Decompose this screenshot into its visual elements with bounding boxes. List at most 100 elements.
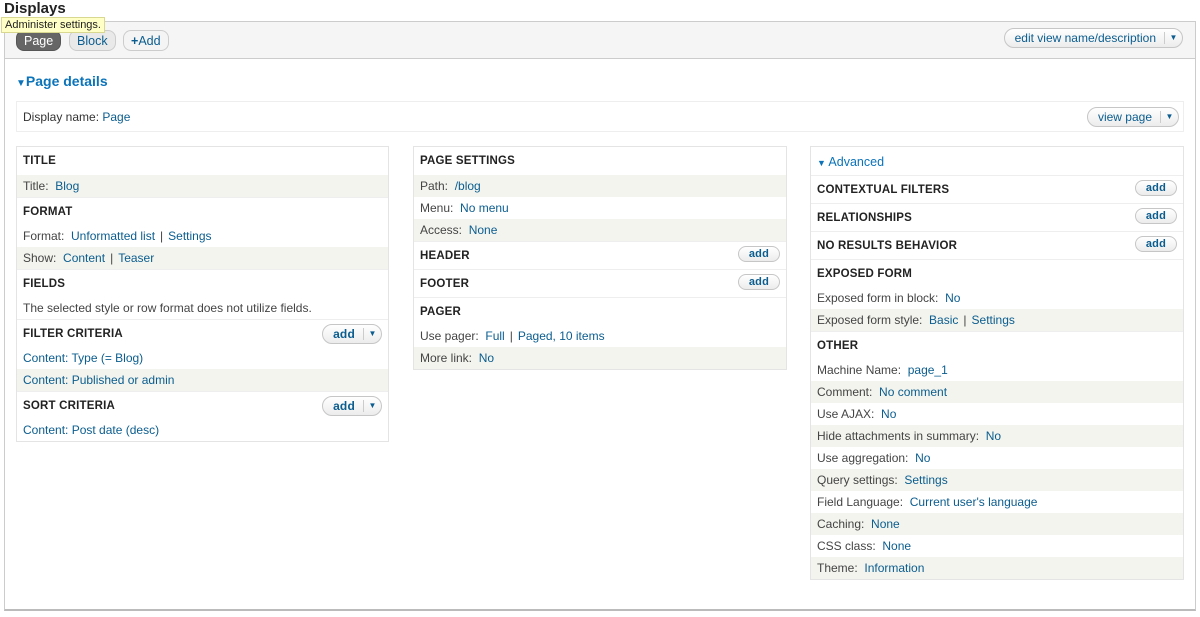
setting-row: Content: Published or admin bbox=[17, 369, 388, 391]
setting-link[interactable]: Full bbox=[485, 329, 505, 343]
setting-link[interactable]: Current user's language bbox=[909, 495, 1038, 509]
section-page-settings: PAGE SETTINGS bbox=[414, 147, 786, 175]
setting-row: Menu: No menu bbox=[414, 197, 786, 219]
setting-link[interactable]: None bbox=[882, 539, 912, 553]
setting-label: Exposed form style: bbox=[817, 313, 923, 327]
section-title: TITLE bbox=[17, 147, 388, 175]
setting-label: Field Language: bbox=[817, 495, 904, 509]
section-title: HEADER bbox=[420, 250, 470, 262]
setting-row: Content: Type (= Blog) bbox=[17, 347, 388, 369]
view-edit-container: Page Block +Add edit view name/descripti… bbox=[4, 21, 1196, 611]
setting-link[interactable]: Unformatted list bbox=[71, 229, 156, 243]
setting-link[interactable]: Information bbox=[864, 561, 925, 575]
setting-link[interactable]: Settings bbox=[904, 473, 948, 487]
advanced-toggle[interactable]: ▼ Advanced bbox=[817, 155, 885, 169]
setting-label: More link: bbox=[420, 351, 473, 365]
display-name-row: Display name: Page view page ▼ bbox=[16, 101, 1184, 132]
section-relationships: RELATIONSHIPS add bbox=[811, 203, 1183, 231]
setting-label: Machine Name: bbox=[817, 363, 902, 377]
setting-row: Use aggregation: No bbox=[811, 447, 1183, 469]
view-page-button[interactable]: view page ▼ bbox=[1086, 107, 1179, 127]
setting-link[interactable]: Teaser bbox=[118, 251, 155, 265]
setting-link[interactable]: /blog bbox=[454, 179, 481, 193]
section-title: CONTEXTUAL FILTERS bbox=[817, 184, 950, 196]
setting-link[interactable]: page_1 bbox=[907, 363, 948, 377]
add-sort-criteria-button[interactable]: add ▼ bbox=[322, 396, 382, 416]
setting-link[interactable]: No menu bbox=[460, 201, 509, 215]
setting-label: Query settings: bbox=[817, 473, 898, 487]
setting-link[interactable]: No bbox=[985, 429, 1002, 443]
setting-link[interactable]: Content: Type (= Blog) bbox=[23, 351, 144, 365]
setting-label: Menu: bbox=[420, 201, 454, 215]
chevron-down-icon[interactable]: ▼ bbox=[363, 328, 381, 340]
setting-label: The selected style or row format does no… bbox=[23, 301, 312, 315]
setting-row: Content: Post date (desc) bbox=[17, 419, 388, 441]
setting-link[interactable]: Content bbox=[63, 251, 106, 265]
section-title: TITLE bbox=[23, 155, 56, 167]
setting-link[interactable]: Blog bbox=[55, 179, 80, 193]
add-display-button[interactable]: +Add bbox=[123, 30, 169, 51]
add-header-button[interactable]: add bbox=[737, 246, 780, 262]
setting-label: Theme: bbox=[817, 561, 858, 575]
add-label: add bbox=[1145, 210, 1166, 222]
display-name-link[interactable]: Page bbox=[102, 110, 131, 124]
add-filter-criteria-button[interactable]: add ▼ bbox=[322, 324, 382, 344]
add-relationships-button[interactable]: add bbox=[1134, 208, 1177, 224]
tooltip: Administer settings. bbox=[1, 17, 105, 33]
setting-link[interactable]: No comment bbox=[879, 385, 948, 399]
setting-link[interactable]: No bbox=[881, 407, 897, 421]
separator: | bbox=[963, 313, 967, 327]
section-title: FORMAT bbox=[23, 206, 73, 218]
setting-label: Path: bbox=[420, 179, 449, 193]
setting-label: Hide attachments in summary: bbox=[817, 429, 980, 443]
add-footer-button[interactable]: add bbox=[737, 274, 780, 290]
setting-row: Title: Blog bbox=[17, 175, 388, 197]
section-title: NO RESULTS BEHAVIOR bbox=[817, 240, 958, 252]
setting-row: Query settings: Settings bbox=[811, 469, 1183, 491]
setting-link[interactable]: No bbox=[915, 451, 931, 465]
setting-row: Hide attachments in summary: No bbox=[811, 425, 1183, 447]
section-title: PAGE SETTINGS bbox=[420, 155, 516, 167]
setting-link[interactable]: Basic bbox=[929, 313, 959, 327]
setting-row: Machine Name: page_1 bbox=[811, 359, 1183, 381]
edit-view-button[interactable]: edit view name/description ▼ bbox=[1003, 28, 1183, 48]
setting-label: Title: bbox=[23, 179, 49, 193]
chevron-down-icon[interactable]: ▼ bbox=[1164, 32, 1182, 44]
section-format: FORMAT bbox=[17, 197, 388, 225]
setting-label: Use aggregation: bbox=[817, 451, 909, 465]
section-other: OTHER bbox=[811, 331, 1183, 359]
plus-icon: + bbox=[131, 34, 139, 48]
tab-page[interactable]: Page bbox=[16, 30, 62, 51]
setting-row: More link: No bbox=[414, 347, 786, 369]
chevron-down-icon[interactable]: ▼ bbox=[363, 400, 381, 412]
setting-row: Field Language: Current user's language bbox=[811, 491, 1183, 513]
setting-link[interactable]: None bbox=[871, 517, 900, 531]
setting-row: Comment: No comment bbox=[811, 381, 1183, 403]
setting-link[interactable]: No bbox=[945, 291, 961, 305]
section-title: PAGER bbox=[420, 306, 462, 318]
setting-row: Path: /blog bbox=[414, 175, 786, 197]
add-label: add bbox=[748, 276, 769, 288]
tab-block[interactable]: Block bbox=[69, 30, 116, 51]
add-contextual-filters-button[interactable]: add bbox=[1134, 180, 1177, 196]
chevron-down-icon[interactable]: ▼ bbox=[1160, 111, 1178, 123]
section-title: EXPOSED FORM bbox=[817, 268, 913, 280]
section-title: FOOTER bbox=[420, 278, 470, 290]
setting-link[interactable]: Settings bbox=[971, 313, 1015, 327]
setting-link[interactable]: None bbox=[468, 223, 498, 237]
setting-link[interactable]: Paged, 10 items bbox=[517, 329, 605, 343]
setting-link[interactable]: No bbox=[478, 351, 495, 365]
setting-label: Caching: bbox=[817, 517, 865, 531]
setting-link[interactable]: Content: Post date (desc) bbox=[23, 423, 160, 437]
setting-label: Show: bbox=[23, 251, 57, 265]
section-title: RELATIONSHIPS bbox=[817, 212, 913, 224]
section-header: HEADER add bbox=[414, 241, 786, 269]
add-label: add bbox=[1145, 182, 1166, 194]
section-title: FILTER CRITERIA bbox=[23, 328, 123, 340]
setting-link[interactable]: Settings bbox=[168, 229, 212, 243]
page-details-toggle[interactable]: ▼Page details bbox=[16, 73, 108, 89]
setting-row: Use AJAX: No bbox=[811, 403, 1183, 425]
section-pager: PAGER bbox=[414, 297, 786, 325]
add-no-results-behavior-button[interactable]: add bbox=[1134, 236, 1177, 252]
setting-link[interactable]: Content: Published or admin bbox=[23, 373, 175, 387]
